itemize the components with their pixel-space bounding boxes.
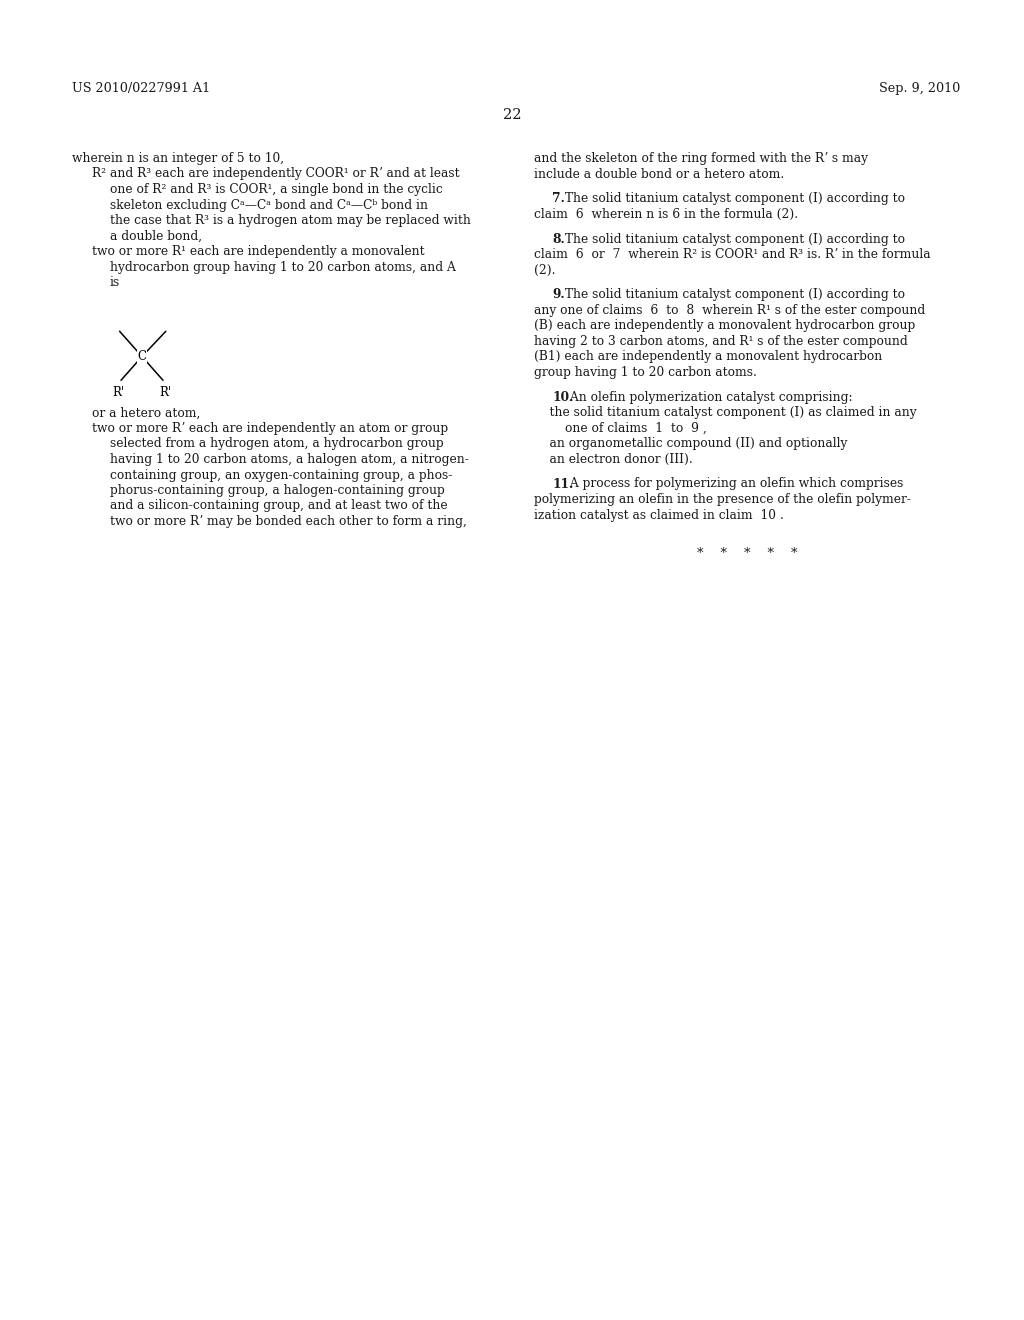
- Text: 22: 22: [503, 108, 521, 121]
- Text: The solid titanium catalyst component (I) according to: The solid titanium catalyst component (I…: [561, 193, 905, 206]
- Text: and a silicon-containing group, and at least two of the: and a silicon-containing group, and at l…: [110, 499, 447, 512]
- Text: two or more Rʼ may be bonded each other to form a ring,: two or more Rʼ may be bonded each other …: [110, 515, 467, 528]
- Text: (B1) each are independently a monovalent hydrocarbon: (B1) each are independently a monovalent…: [534, 350, 883, 363]
- Text: having 2 to 3 carbon atoms, and R¹ s of the ester compound: having 2 to 3 carbon atoms, and R¹ s of …: [534, 335, 907, 348]
- Text: one of claims  1  to  9 ,: one of claims 1 to 9 ,: [534, 421, 707, 434]
- Text: an electron donor (III).: an electron donor (III).: [534, 453, 693, 466]
- Text: *    *    *    *    *: * * * * *: [696, 548, 798, 560]
- Text: the case that R³ is a hydrogen atom may be replaced with: the case that R³ is a hydrogen atom may …: [110, 214, 471, 227]
- Text: and the skeleton of the ring formed with the Rʼ s may: and the skeleton of the ring formed with…: [534, 152, 868, 165]
- Text: (2).: (2).: [534, 264, 555, 277]
- Text: one of R² and R³ is COOR¹, a single bond in the cyclic: one of R² and R³ is COOR¹, a single bond…: [110, 183, 442, 195]
- Text: selected from a hydrogen atom, a hydrocarbon group: selected from a hydrogen atom, a hydroca…: [110, 437, 443, 450]
- Text: or a hetero atom,: or a hetero atom,: [92, 407, 201, 420]
- Text: An olefin polymerization catalyst comprising:: An olefin polymerization catalyst compri…: [566, 391, 853, 404]
- Text: 9.: 9.: [552, 288, 564, 301]
- Text: R': R': [160, 387, 172, 399]
- Text: claim  6  wherein n is 6 in the formula (2).: claim 6 wherein n is 6 in the formula (2…: [534, 207, 798, 220]
- Text: include a double bond or a hetero atom.: include a double bond or a hetero atom.: [534, 168, 784, 181]
- Text: a double bond,: a double bond,: [110, 230, 202, 243]
- Text: hydrocarbon group having 1 to 20 carbon atoms, and A: hydrocarbon group having 1 to 20 carbon …: [110, 260, 456, 273]
- Text: R': R': [113, 387, 124, 399]
- Text: US 2010/0227991 A1: US 2010/0227991 A1: [72, 82, 210, 95]
- Text: 10.: 10.: [552, 391, 573, 404]
- Text: 7.: 7.: [552, 193, 565, 206]
- Text: The solid titanium catalyst component (I) according to: The solid titanium catalyst component (I…: [561, 288, 905, 301]
- Text: any one of claims  6  to  8  wherein R¹ s of the ester compound: any one of claims 6 to 8 wherein R¹ s of…: [534, 304, 926, 317]
- Text: R² and R³ each are independently COOR¹ or Rʼ and at least: R² and R³ each are independently COOR¹ o…: [92, 168, 460, 181]
- Text: Sep. 9, 2010: Sep. 9, 2010: [879, 82, 961, 95]
- Text: group having 1 to 20 carbon atoms.: group having 1 to 20 carbon atoms.: [534, 366, 757, 379]
- Text: skeleton excluding Cᵃ—Cᵃ bond and Cᵃ—Cᵇ bond in: skeleton excluding Cᵃ—Cᵃ bond and Cᵃ—Cᵇ …: [110, 198, 428, 211]
- Text: The solid titanium catalyst component (I) according to: The solid titanium catalyst component (I…: [561, 232, 905, 246]
- Text: 8.: 8.: [552, 232, 565, 246]
- Text: polymerizing an olefin in the presence of the olefin polymer-: polymerizing an olefin in the presence o…: [534, 492, 911, 506]
- Text: claim  6  or  7  wherein R² is COOR¹ and R³ is. Rʼ in the formula: claim 6 or 7 wherein R² is COOR¹ and R³ …: [534, 248, 931, 261]
- Text: an organometallic compound (II) and optionally: an organometallic compound (II) and opti…: [534, 437, 848, 450]
- Text: A process for polymerizing an olefin which comprises: A process for polymerizing an olefin whi…: [566, 478, 903, 491]
- Text: C: C: [137, 350, 146, 363]
- Text: (B) each are independently a monovalent hydrocarbon group: (B) each are independently a monovalent …: [534, 319, 915, 333]
- Text: containing group, an oxygen-containing group, a phos-: containing group, an oxygen-containing g…: [110, 469, 453, 482]
- Text: the solid titanium catalyst component (I) as claimed in any: the solid titanium catalyst component (I…: [534, 407, 916, 420]
- Text: phorus-containing group, a halogen-containing group: phorus-containing group, a halogen-conta…: [110, 484, 444, 498]
- Text: wherein n is an integer of 5 to 10,: wherein n is an integer of 5 to 10,: [72, 152, 284, 165]
- Text: two or more Rʼ each are independently an atom or group: two or more Rʼ each are independently an…: [92, 422, 449, 436]
- Text: 11.: 11.: [552, 478, 573, 491]
- Text: ization catalyst as claimed in claim  10 .: ization catalyst as claimed in claim 10 …: [534, 508, 784, 521]
- Text: having 1 to 20 carbon atoms, a halogen atom, a nitrogen-: having 1 to 20 carbon atoms, a halogen a…: [110, 453, 469, 466]
- Text: two or more R¹ each are independently a monovalent: two or more R¹ each are independently a …: [92, 246, 425, 257]
- Text: is: is: [110, 276, 120, 289]
